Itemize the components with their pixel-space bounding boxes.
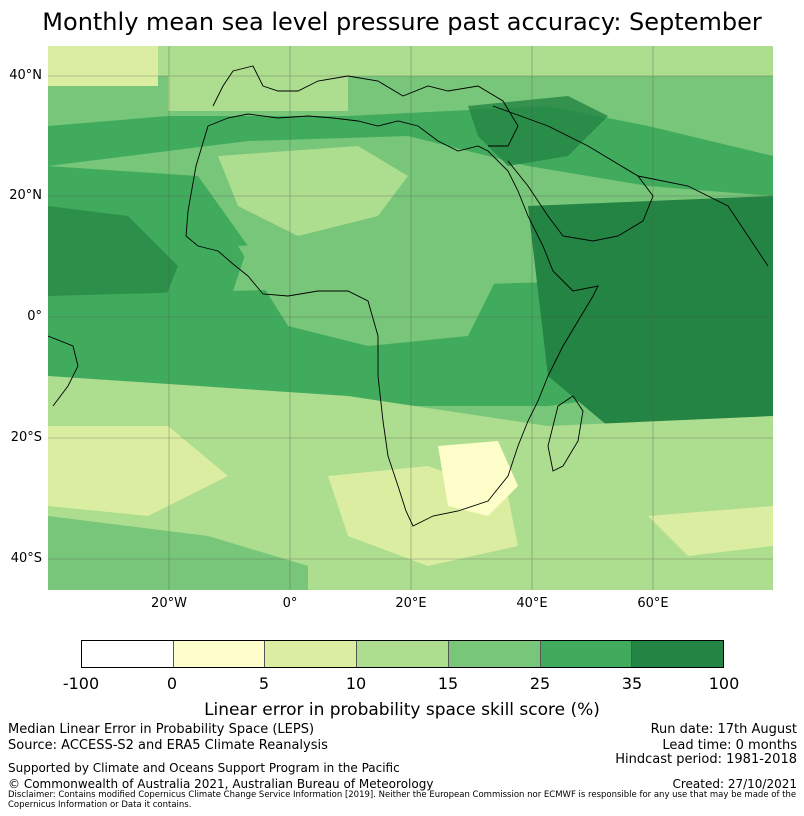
- colorbar-segment: [265, 641, 358, 667]
- colorbar-tick: 0: [166, 674, 178, 693]
- lead-time: Lead time: 0 months: [662, 738, 797, 753]
- colorbar-segment: [448, 641, 541, 667]
- colorbar-tick: 35: [621, 674, 643, 693]
- footer-source: Source: ACCESS-S2 and ERA5 Climate Reana…: [8, 738, 328, 753]
- skill-score-map: [48, 46, 773, 590]
- colorbar-segment: [173, 641, 266, 667]
- lon-label-40e: 40°E: [516, 596, 548, 611]
- footer-copyright: © Commonwealth of Australia 2021, Austra…: [8, 777, 434, 791]
- hindcast-period: Hindcast period: 1981-2018: [615, 752, 797, 767]
- lon-label-60e: 60°E: [637, 596, 669, 611]
- footer-method: Median Linear Error in Probability Space…: [8, 722, 315, 737]
- lat-label-40n: 40°N: [9, 68, 42, 83]
- footer-support: Supported by Climate and Oceans Support …: [8, 761, 400, 775]
- colorbar-tick: -100: [62, 674, 100, 693]
- colorbar-segment: [357, 641, 449, 667]
- disclaimer: Disclaimer: Contains modified Copernicus…: [8, 790, 797, 810]
- colorbar-label: Linear error in probability space skill …: [204, 700, 600, 720]
- run-date: Run date: 17th August: [650, 722, 797, 737]
- lon-label-20w: 20°W: [151, 596, 187, 611]
- colorbar-tick: 5: [258, 674, 270, 693]
- colorbar-segment: [632, 641, 724, 667]
- lat-label-40s: 40°S: [10, 551, 42, 566]
- colorbar-tick: 100: [708, 674, 740, 693]
- map-title: Monthly mean sea level pressure past acc…: [42, 8, 762, 36]
- created-date: Created: 27/10/2021: [672, 777, 797, 791]
- colorbar: [81, 640, 724, 668]
- colorbar-segment: [540, 641, 633, 667]
- lon-label-20e: 20°E: [395, 596, 427, 611]
- colorbar-tick: 15: [437, 674, 459, 693]
- lat-label-20s: 20°S: [10, 430, 42, 445]
- lat-label-20n: 20°N: [9, 188, 42, 203]
- colorbar-tick: 25: [529, 674, 551, 693]
- colorbar-tick: 10: [345, 674, 367, 693]
- map-canvas: [48, 46, 773, 590]
- lat-label-0: 0°: [27, 309, 42, 324]
- colorbar-segment: [82, 641, 174, 667]
- lon-label-0: 0°: [282, 596, 298, 611]
